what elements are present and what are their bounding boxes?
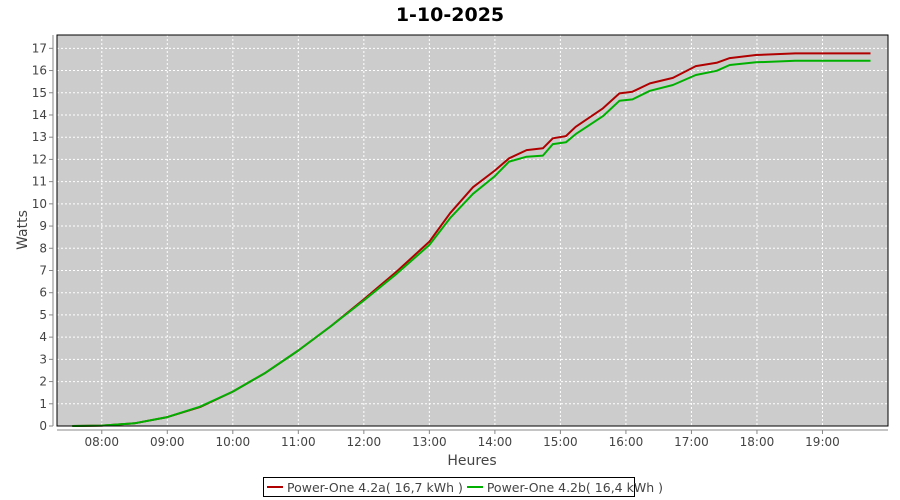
series-line-b	[72, 59, 871, 427]
y-tick-label: 11	[32, 175, 47, 189]
x-tick-label: 16:00	[609, 435, 644, 449]
y-axis-label: Watts	[15, 210, 31, 250]
y-tick-label: 1	[39, 397, 47, 411]
chart-title: 1-10-2025	[396, 4, 504, 26]
y-tick-label: 6	[39, 286, 47, 300]
y-tick-label: 4	[39, 330, 47, 344]
x-tick-label: 10:00	[216, 435, 251, 449]
y-tick-label: 2	[39, 375, 47, 389]
y-tick-label: 17	[32, 41, 47, 55]
legend-item-a: Power-One 4.2a( 16,7 kWh )	[267, 480, 463, 495]
x-tick-label: 09:00	[150, 435, 185, 449]
legend-swatch-green	[466, 486, 483, 488]
legend-item-b: Power-One 4.2b( 16,4 kWh )	[466, 479, 663, 495]
y-tick-label: 13	[32, 130, 47, 144]
y-tick-label: 15	[32, 86, 47, 100]
x-tick-label: 13:00	[412, 435, 447, 449]
y-tick-label: 16	[32, 64, 47, 78]
x-tick-label: 17:00	[674, 435, 709, 449]
y-tick-label: 7	[39, 263, 47, 277]
y-tick-label: 0	[39, 419, 47, 433]
plot-border	[56, 34, 889, 427]
x-tick-label: 15:00	[543, 435, 578, 449]
y-tick-label: 8	[39, 241, 47, 255]
legend: Power-One 4.2a( 16,7 kWh ) Power-One 4.2…	[263, 477, 663, 497]
x-axis-label: Heures	[447, 453, 496, 469]
x-tick-label: 18:00	[740, 435, 775, 449]
x-tick-label: 08:00	[84, 435, 119, 449]
y-tick-label: 9	[39, 219, 47, 233]
x-tick-label: 19:00	[805, 435, 840, 449]
y-tick-label: 3	[39, 352, 47, 366]
axes	[52, 35, 888, 431]
x-tick-label: 11:00	[281, 435, 316, 449]
x-tick-label: 14:00	[478, 435, 513, 449]
series-lines	[72, 52, 871, 427]
y-tick-label: 12	[32, 152, 47, 166]
y-tick-label: 10	[32, 197, 47, 211]
legend-swatch-red	[267, 486, 283, 488]
legend-label-a: Power-One 4.2a( 16,7 kWh )	[287, 479, 463, 495]
x-tick-label: 12:00	[347, 435, 382, 449]
y-tick-label: 14	[32, 108, 47, 122]
plot-area	[56, 34, 889, 427]
y-tick-label: 5	[39, 308, 47, 322]
legend-label-b: Power-One 4.2b( 16,4 kWh )	[486, 479, 663, 495]
